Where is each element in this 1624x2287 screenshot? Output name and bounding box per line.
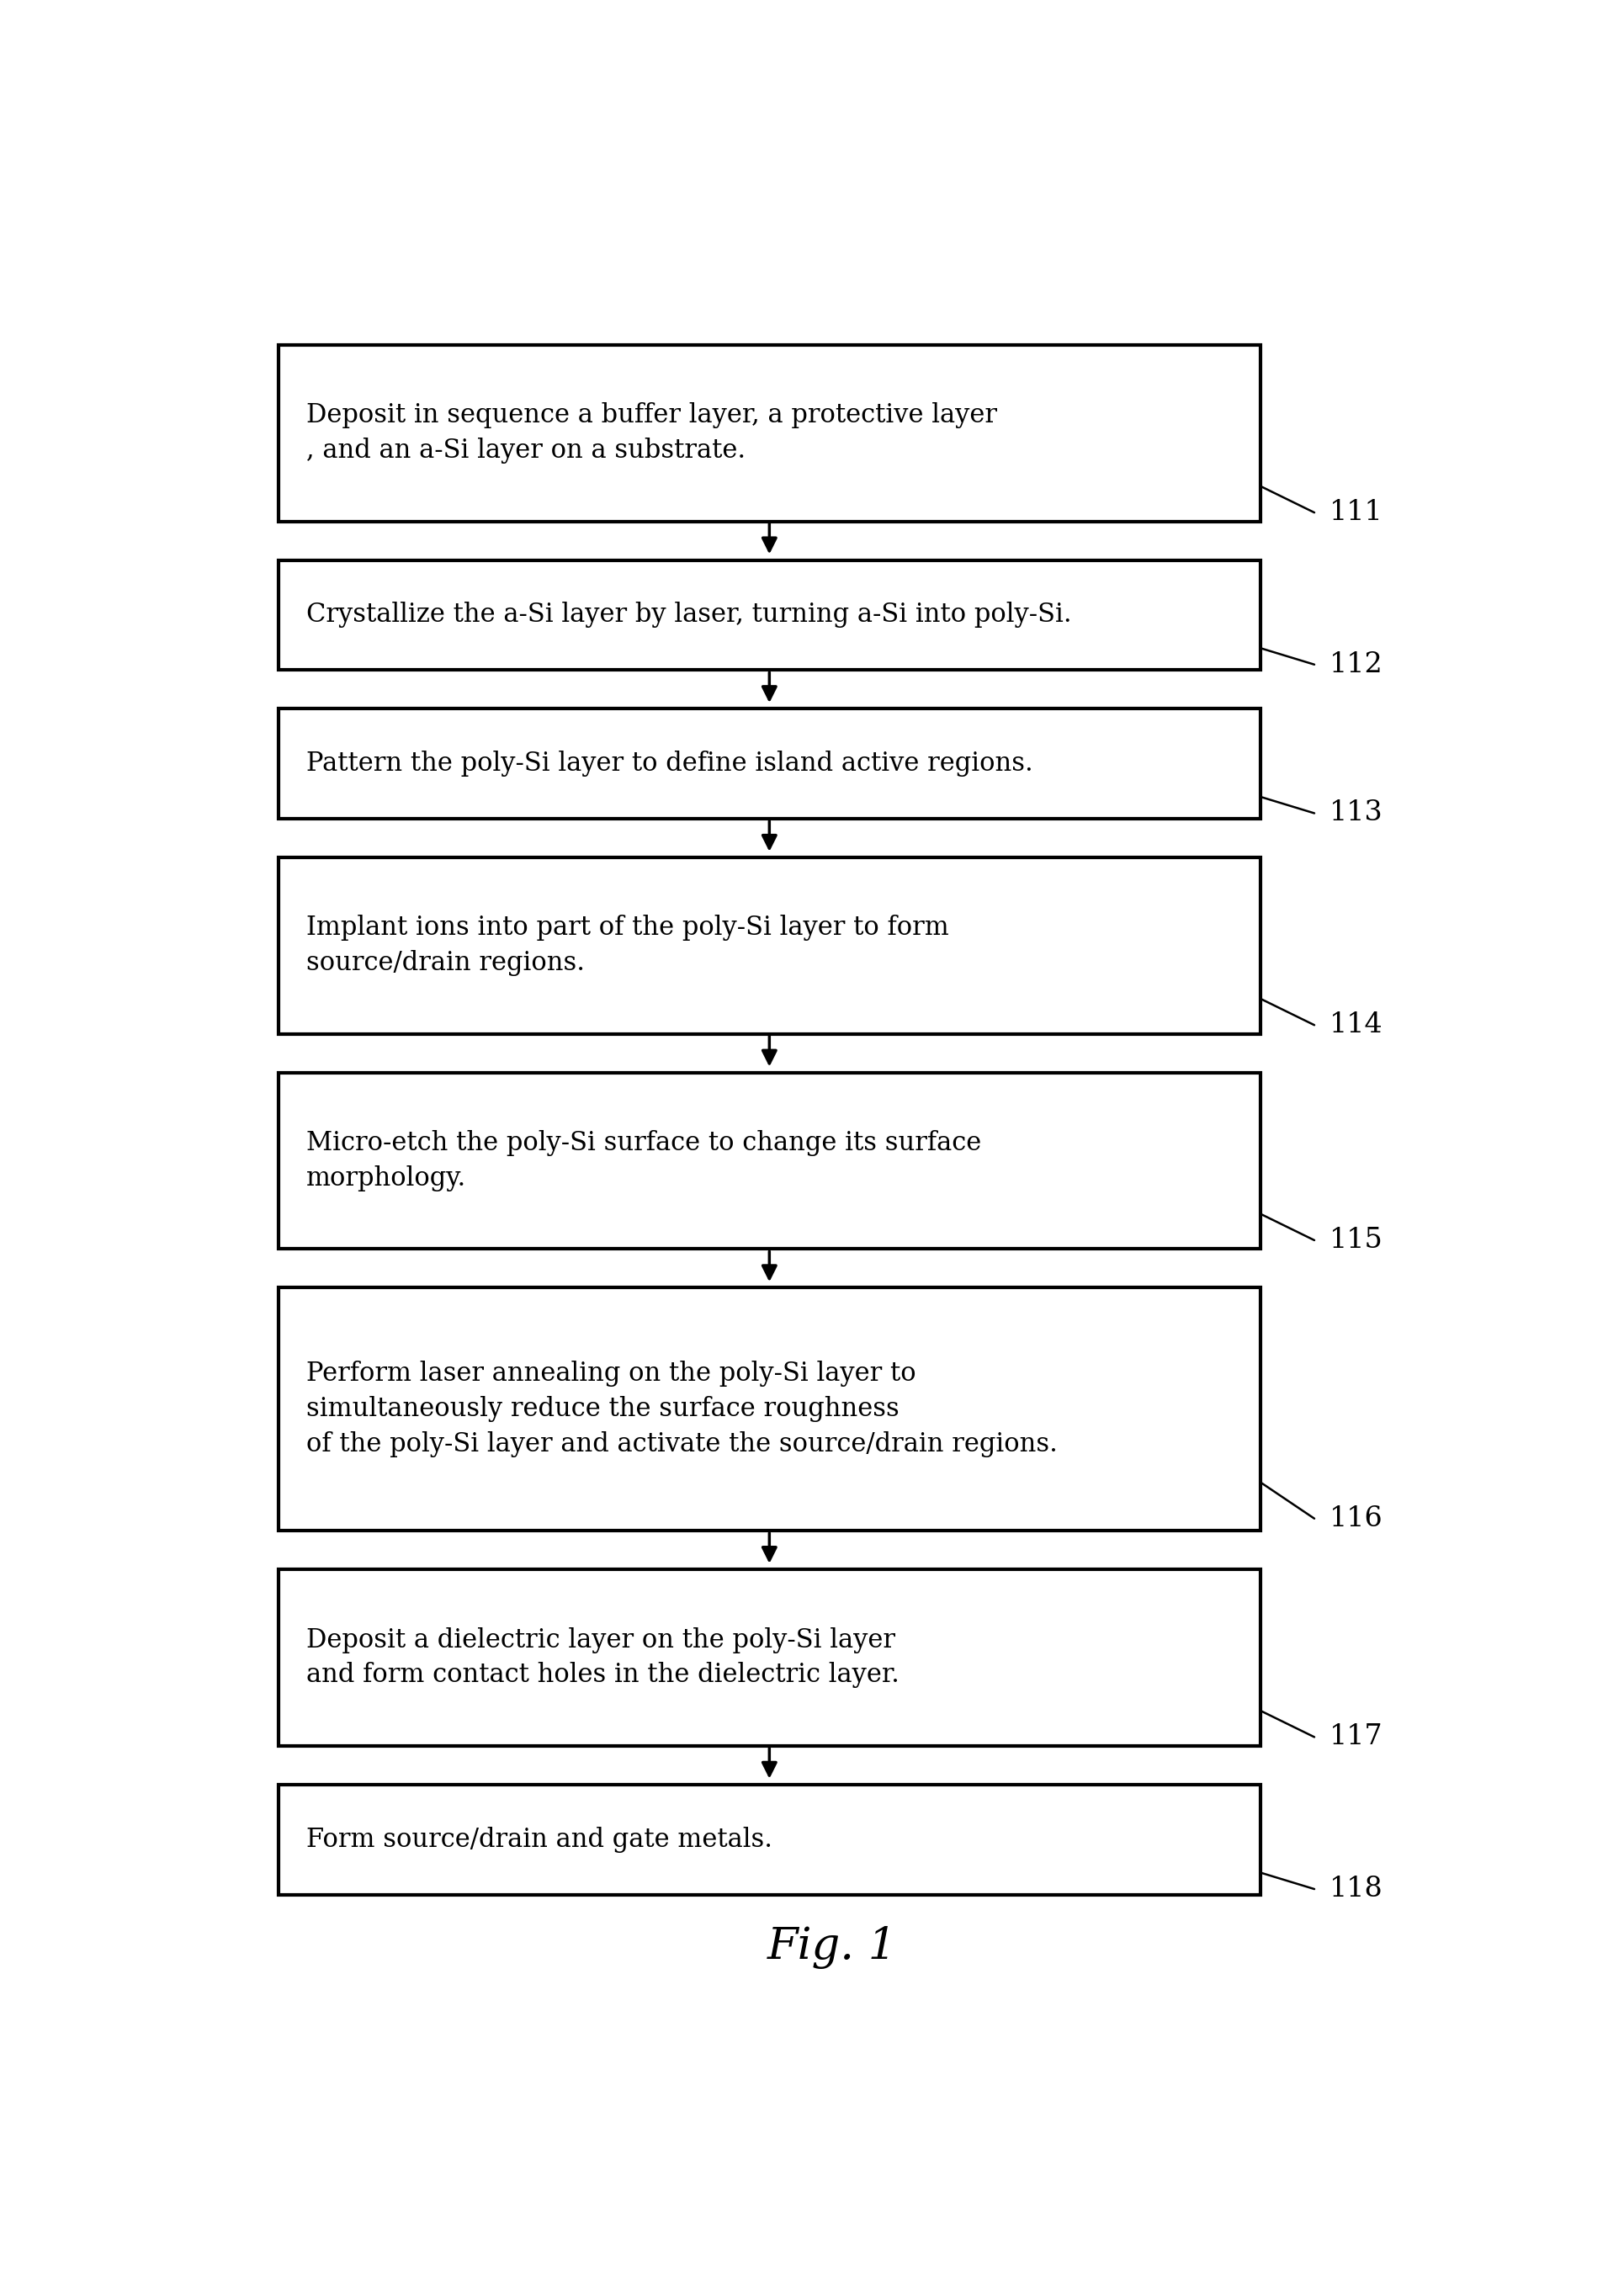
Bar <box>279 1288 1260 1530</box>
Text: Fig. 1: Fig. 1 <box>768 1926 896 1969</box>
Text: 114: 114 <box>1330 1011 1384 1038</box>
Text: 113: 113 <box>1330 800 1384 826</box>
Bar <box>279 1784 1260 1894</box>
Text: 117: 117 <box>1330 1724 1384 1750</box>
Bar <box>279 709 1260 819</box>
Text: Crystallize the a-Si layer by laser, turning a-Si into poly-Si.: Crystallize the a-Si layer by laser, tur… <box>307 601 1072 629</box>
Text: 118: 118 <box>1330 1875 1384 1903</box>
Text: 112: 112 <box>1330 652 1384 677</box>
Bar <box>279 1073 1260 1249</box>
Bar <box>279 1569 1260 1745</box>
Bar <box>279 858 1260 1034</box>
Text: Implant ions into part of the poly-Si layer to form
source/drain regions.: Implant ions into part of the poly-Si la… <box>307 915 948 977</box>
Text: 111: 111 <box>1330 499 1384 526</box>
Text: Pattern the poly-Si layer to define island active regions.: Pattern the poly-Si layer to define isla… <box>307 750 1033 778</box>
Bar <box>279 345 1260 521</box>
Text: Micro-etch the poly-Si surface to change its surface
morphology.: Micro-etch the poly-Si surface to change… <box>307 1130 981 1192</box>
Text: Deposit in sequence a buffer layer, a protective layer
, and an a-Si layer on a : Deposit in sequence a buffer layer, a pr… <box>307 403 997 464</box>
Text: Perform laser annealing on the poly-Si layer to
simultaneously reduce the surfac: Perform laser annealing on the poly-Si l… <box>307 1361 1057 1457</box>
Text: 116: 116 <box>1330 1505 1384 1532</box>
Text: Form source/drain and gate metals.: Form source/drain and gate metals. <box>307 1827 773 1852</box>
Text: 115: 115 <box>1330 1226 1384 1253</box>
Text: Deposit a dielectric layer on the poly-Si layer
and form contact holes in the di: Deposit a dielectric layer on the poly-S… <box>307 1626 900 1688</box>
Bar <box>279 560 1260 670</box>
